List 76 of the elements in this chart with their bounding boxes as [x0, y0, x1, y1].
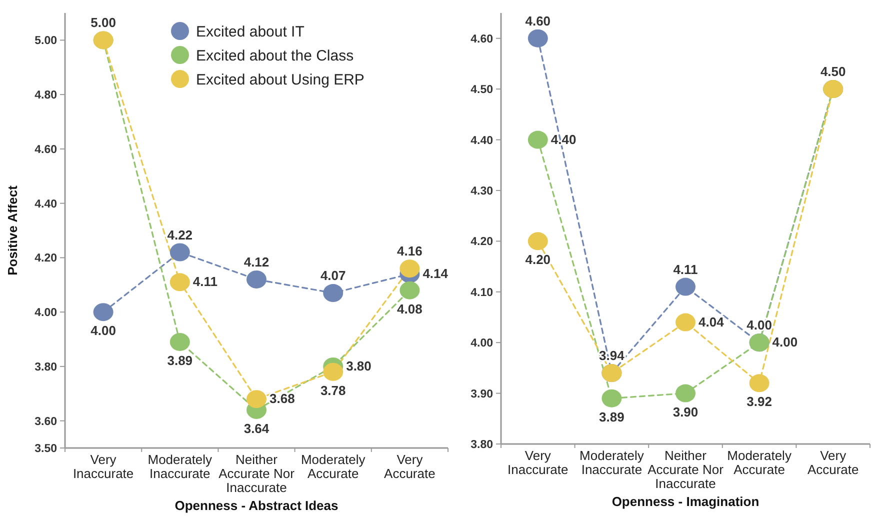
data-label: 3.89: [599, 409, 624, 424]
point: [323, 362, 344, 381]
data-label: 4.07: [320, 268, 346, 284]
data-label: 4.40: [550, 132, 576, 147]
point: [676, 384, 696, 402]
y-tick-label: 4.60: [470, 33, 493, 46]
y-tick-label: 4.00: [34, 307, 57, 320]
legend-label: Excited about IT: [196, 23, 304, 40]
x-tick-label: Neither Accurate Nor Inaccurate: [648, 448, 724, 491]
y-tick-label: 4.60: [34, 144, 57, 156]
data-label: 4.08: [397, 301, 422, 316]
x-axis-title: Openness - Imagination: [612, 494, 760, 509]
y-tick-label: 3.90: [470, 388, 493, 400]
x-axis-title: Openness - Abstract Ideas: [174, 498, 338, 513]
x-tick-label: Very Accurate: [807, 448, 859, 477]
data-label: 3.89: [167, 352, 193, 368]
data-label: 4.16: [397, 244, 422, 259]
y-tick-label: 4.30: [470, 185, 493, 198]
y-tick-label: 4.20: [34, 252, 57, 265]
data-label: 3.78: [320, 382, 346, 398]
data-label: 4.50: [820, 64, 846, 80]
legend-label: Excited about the Class: [196, 47, 354, 64]
legend-label: Excited about Using ERP: [196, 71, 364, 88]
point: [93, 303, 114, 322]
data-label: 3.92: [746, 394, 772, 410]
data-label: 5.00: [90, 15, 116, 30]
point: [400, 260, 420, 278]
point: [676, 278, 696, 296]
y-tick-label: 3.50: [34, 443, 57, 456]
point: [528, 232, 548, 250]
data-label: 4.00: [772, 334, 798, 350]
y-tick-label: 4.40: [470, 134, 493, 147]
data-label: 4.04: [698, 314, 725, 330]
y-tick-label: 4.80: [34, 90, 57, 102]
y-tick-label: 4.20: [470, 236, 493, 248]
point: [528, 130, 548, 149]
x-tick-label: Moderately Inaccurate: [148, 452, 213, 481]
data-label: 4.22: [167, 227, 193, 242]
data-label: 3.68: [270, 391, 295, 406]
x-tick-label: Moderately Accurate: [727, 448, 792, 477]
data-label: 4.60: [525, 13, 551, 28]
point: [676, 313, 696, 332]
data-label: 3.80: [346, 358, 372, 374]
data-label: 4.11: [673, 262, 698, 277]
y-tick-label: 3.60: [34, 416, 57, 428]
data-label: 4.14: [422, 266, 449, 281]
point: [602, 389, 622, 408]
x-tick-label: Very Accurate: [384, 452, 436, 481]
data-label: 4.00: [90, 323, 116, 338]
point: [400, 281, 420, 300]
y-tick-label: 4.50: [470, 84, 493, 96]
y-tick-label: 4.00: [470, 338, 493, 350]
data-label: 4.20: [525, 252, 551, 268]
point: [246, 270, 266, 288]
x-tick-label: Neither Accurate Nor Inaccurate: [218, 452, 296, 495]
point: [170, 243, 190, 262]
y-tick-label: 4.10: [470, 286, 493, 299]
data-label: 4.00: [746, 318, 772, 333]
point: [749, 374, 770, 392]
point: [528, 29, 548, 48]
x-tick-label: Very Inaccurate: [508, 448, 568, 477]
point: [323, 284, 344, 302]
x-tick-label: Moderately Inaccurate: [580, 448, 644, 477]
y-tick-label: 5.00: [34, 35, 57, 48]
y-tick-label: 3.80: [34, 361, 57, 374]
y-tick-label: 4.40: [34, 198, 57, 210]
x-tick-label: Moderately Accurate: [300, 452, 366, 481]
data-label: 3.90: [672, 404, 698, 420]
point: [170, 332, 190, 351]
point: [246, 390, 266, 408]
data-label: 4.11: [192, 274, 218, 290]
point: [170, 273, 190, 292]
data-label: 3.64: [244, 420, 270, 436]
x-tick-label: Very Inaccurate: [72, 452, 134, 481]
y-tick-label: 3.80: [470, 439, 493, 452]
data-label: 4.12: [244, 254, 270, 270]
